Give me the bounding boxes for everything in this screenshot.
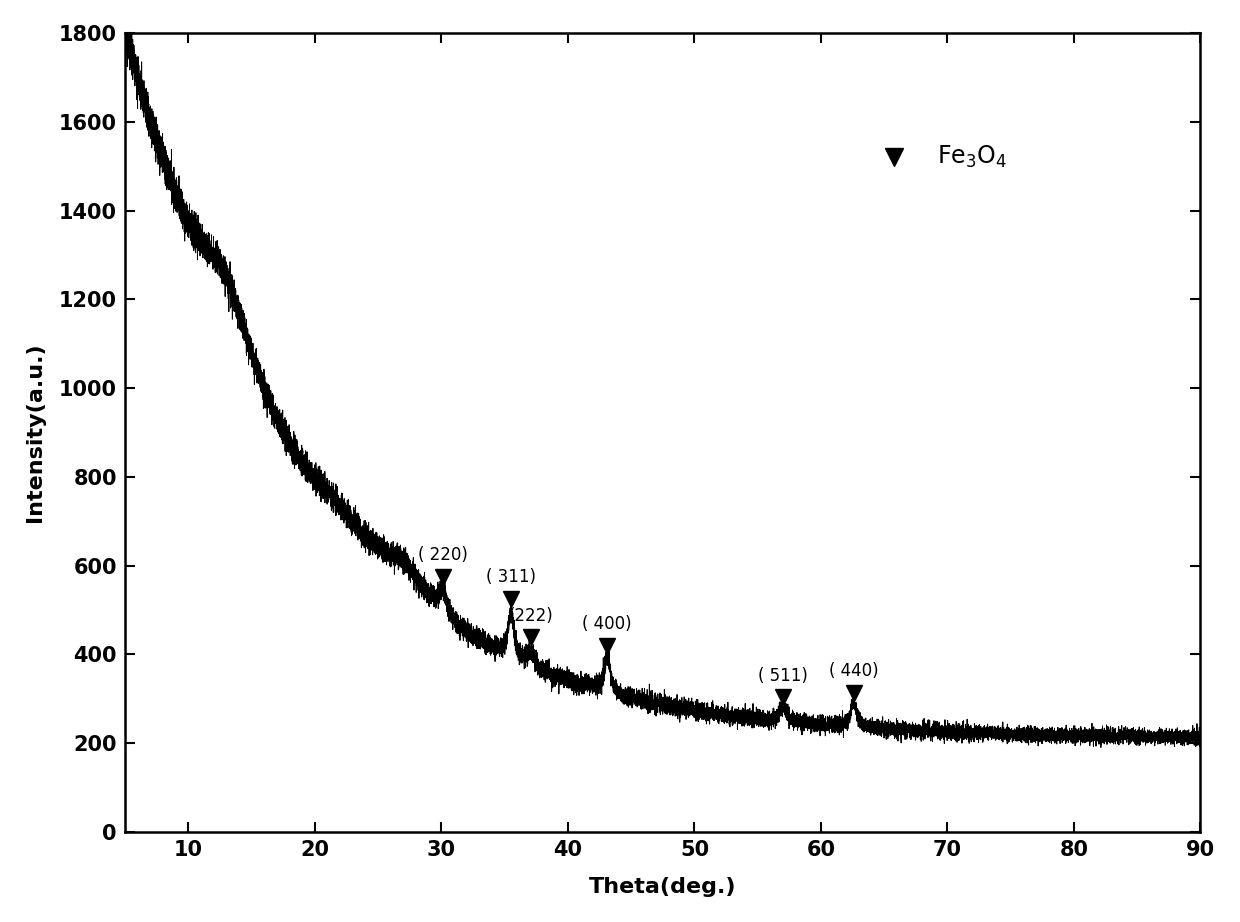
Text: ( 311): ( 311): [486, 568, 536, 586]
Text: ( 440): ( 440): [830, 663, 879, 680]
Text: ( 220): ( 220): [418, 546, 467, 564]
X-axis label: Theta(deg.): Theta(deg.): [589, 877, 737, 897]
Text: $\mathregular{Fe_3O_4}$: $\mathregular{Fe_3O_4}$: [937, 144, 1007, 170]
Text: ( 511): ( 511): [758, 667, 808, 685]
Text: (222): (222): [508, 607, 553, 625]
Text: ( 400): ( 400): [583, 615, 632, 633]
Y-axis label: Intensity(a.u.): Intensity(a.u.): [25, 343, 45, 522]
